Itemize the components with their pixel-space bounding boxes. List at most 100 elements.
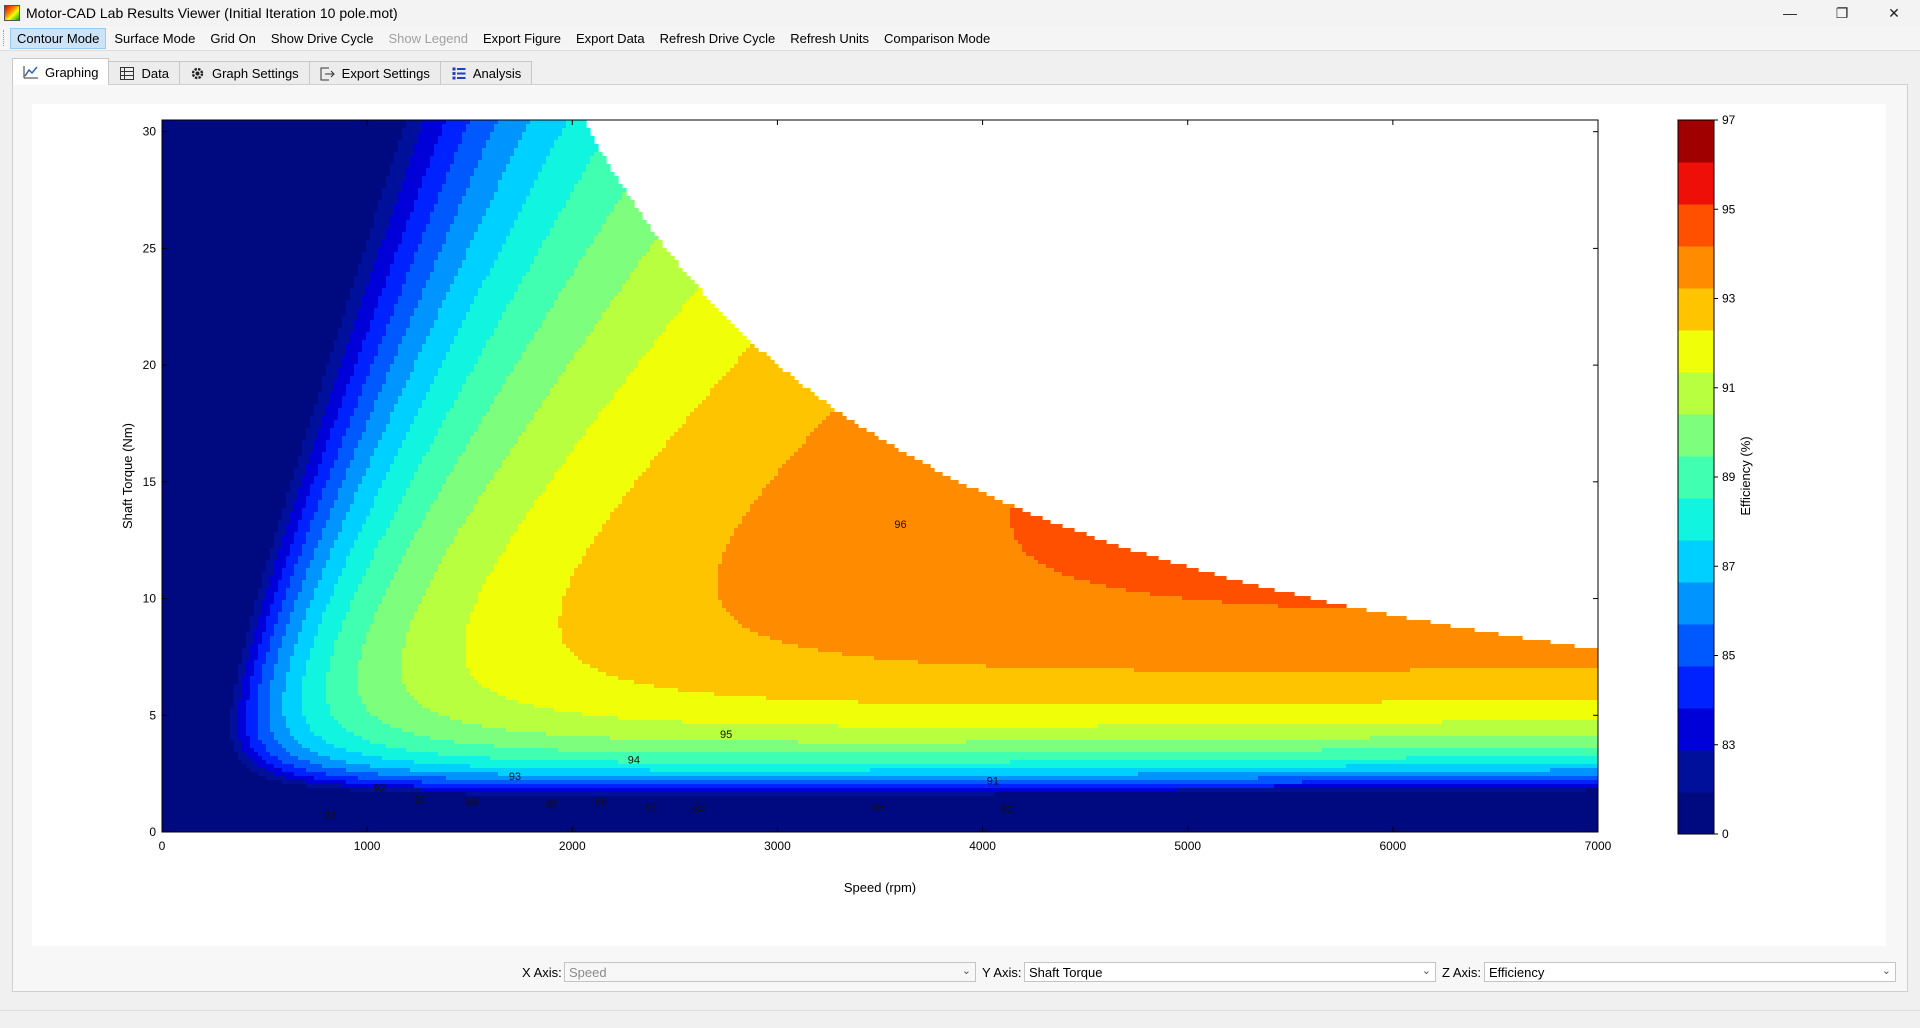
contour-band-cell [282,640,299,645]
contour-band-cell [342,404,359,409]
contour-band-cell [518,216,559,221]
contour-band-cell [566,200,619,205]
contour-band-cell [162,704,235,709]
contour-band-cell [306,780,347,785]
menu-surface-mode[interactable]: Surface Mode [114,30,196,46]
menu-export-data[interactable]: Export Data [576,30,645,46]
contour-band-cell [506,304,555,309]
contour-band-cell [282,644,295,649]
menu-comparison-mode[interactable]: Comparison Mode [884,30,991,46]
menu-contour-mode[interactable]: Contour Mode [10,27,107,49]
contour-band-cell [338,532,359,537]
contour-band-cell [522,356,575,361]
contour-band-cell [430,328,459,333]
contour-band-cell [274,628,287,633]
menu-show-legend[interactable]: Show Legend [388,30,468,46]
contour-band-cell [162,260,363,265]
contour-band-cell [290,520,299,525]
contour-band-cell [654,684,1598,689]
contour-label: 85 [872,801,884,813]
contour-band-cell [350,548,375,553]
contour-band-cell [622,500,755,505]
contour-band-cell [550,392,615,397]
contour-band-cell [162,332,339,337]
contour-band-cell [250,644,259,649]
contour-band-cell [374,260,395,265]
close-button[interactable]: ✕ [1888,4,1900,21]
contour-band-cell [162,380,323,385]
contour-label: 87 [546,799,558,811]
tab-analysis[interactable]: Analysis [439,61,533,85]
contour-band-cell [394,152,415,157]
y-axis-select[interactable]: Shaft Torque ⌄ [1024,962,1436,982]
maximize-button[interactable]: ❐ [1835,4,1849,21]
x-axis-select[interactable]: Speed ⌄ [564,962,976,982]
contour-band-cell [162,808,1598,813]
contour-band-cell [358,484,383,489]
contour-band-cell [390,172,407,177]
contour-band-cell [286,496,299,501]
contour-band-cell [274,668,291,673]
contour-band-cell [358,688,407,693]
menu-refresh-units[interactable]: Refresh Units [790,30,869,46]
contour-band-cell [322,460,335,465]
contour-band-cell [262,664,275,669]
contour-band-cell [394,204,415,209]
contour-band-cell [374,268,391,273]
contour-band-cell [514,224,555,229]
contour-band-cell [470,372,511,377]
contour-band-cell [294,644,315,649]
contour-band-cell [482,352,523,357]
contour-band-cell [162,684,235,689]
tab-graphing[interactable]: Graphing [12,58,110,85]
minimize-button[interactable]: — [1783,5,1797,21]
contour-fills [162,120,1598,832]
tab-export-settings[interactable]: Export Settings [308,61,441,85]
menu-export-figure[interactable]: Export Figure [482,30,561,46]
tab-graph-settings[interactable]: Graph Settings [178,61,310,85]
z-axis-select[interactable]: Efficiency ⌄ [1484,962,1896,982]
contour-band-cell [450,228,479,233]
contour-band-cell [162,168,391,173]
contour-band-cell [318,464,335,469]
contour-band-cell [414,616,471,621]
contour-band-cell [366,572,395,577]
contour-band-cell [458,328,495,333]
contour-band-cell [270,576,283,581]
contour-band-cell [378,544,411,549]
contour-band-cell [450,284,483,289]
tab-data[interactable]: Data [108,61,180,85]
tab-data-label: Data [141,66,169,81]
contour-band-cell [410,156,431,161]
contour-band-cell [430,220,455,225]
contour-band-cell [282,604,295,609]
contour-band-cell [246,752,259,757]
contour-band-cell [162,632,247,637]
contour-band-cell [526,124,567,129]
contour-band-cell [418,700,519,705]
contour-band-cell [402,560,443,565]
colorbar-band [1678,372,1714,415]
contour-band-cell [286,748,311,753]
contour-band-cell [162,192,383,197]
contour-band-cell [330,668,359,673]
contour-band-cell [310,524,327,529]
contour-band-cell [270,696,283,701]
contour-band-cell [1054,568,1199,573]
contour-band-cell [398,564,439,569]
menu-show-drive-cycle[interactable]: Show Drive Cycle [270,30,374,46]
contour-band-cell [162,320,343,325]
contour-band-cell [266,652,279,657]
contour-band-cell [254,636,263,641]
contour-band-cell [486,276,523,281]
contour-band-cell [302,512,315,517]
menu-refresh-drive-cycle[interactable]: Refresh Drive Cycle [659,30,776,46]
contour-band-cell [326,412,339,417]
contour-band-cell [422,460,459,465]
menu-grid-on[interactable]: Grid On [210,30,256,46]
contour-band-cell [362,392,379,397]
contour-band-cell [346,728,403,733]
contour-band-cell [542,168,587,173]
contour-band-cell [294,772,327,777]
contour-band-cell [518,288,563,293]
